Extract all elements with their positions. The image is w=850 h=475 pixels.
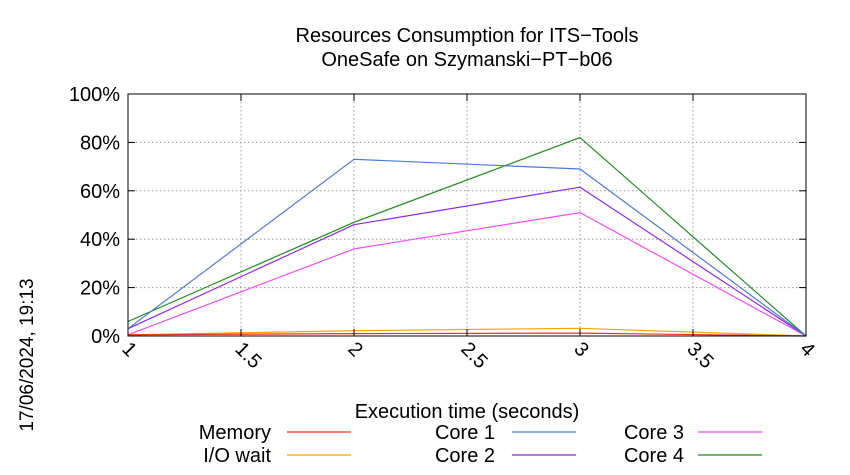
legend-label-core-2: Core 2 — [435, 445, 495, 467]
legend-label-core-1: Core 1 — [435, 422, 495, 444]
y-tick-label: 0% — [91, 326, 120, 348]
x-axis-ticks: 1 1.5 2 2.5 3 3.5 4 — [117, 94, 819, 373]
legend-label-i-o-wait: I/O wait — [203, 445, 271, 467]
chart-subtitle: OneSafe on Szymanski−PT−b06 — [321, 49, 612, 71]
grid-lines — [128, 94, 806, 336]
series-line-core-2 — [127, 186, 807, 337]
series-line-core-1 — [127, 158, 807, 337]
y-tick-label: 20% — [80, 278, 120, 300]
timestamp-label: 17/06/2024, 19:13 — [17, 278, 38, 431]
x-tick-label: 1 — [117, 338, 140, 361]
y-tick-label: 100% — [69, 84, 120, 106]
y-axis-ticks: 0% 20% 40% 60% 80% 100% — [69, 84, 806, 348]
x-tick-label: 1.5 — [230, 338, 265, 373]
y-tick-label: 80% — [80, 132, 120, 154]
x-tick-label: 2 — [343, 338, 366, 361]
x-tick-label: 4 — [795, 338, 818, 361]
legend-label-memory: Memory — [199, 422, 271, 444]
x-axis-label: Execution time (seconds) — [355, 401, 580, 423]
x-tick-label: 3 — [569, 338, 592, 361]
x-tick-label: 2.5 — [456, 338, 491, 373]
series-line-core-3 — [127, 212, 807, 337]
legend-label-core-4: Core 4 — [624, 445, 684, 467]
chart-title: Resources Consumption for ITS−Tools — [296, 25, 639, 47]
legend-label-core-3: Core 3 — [624, 422, 684, 444]
x-tick-label: 3.5 — [682, 338, 717, 373]
y-tick-label: 40% — [80, 229, 120, 251]
series-line-core-4 — [127, 137, 807, 337]
y-tick-label: 60% — [80, 181, 120, 203]
